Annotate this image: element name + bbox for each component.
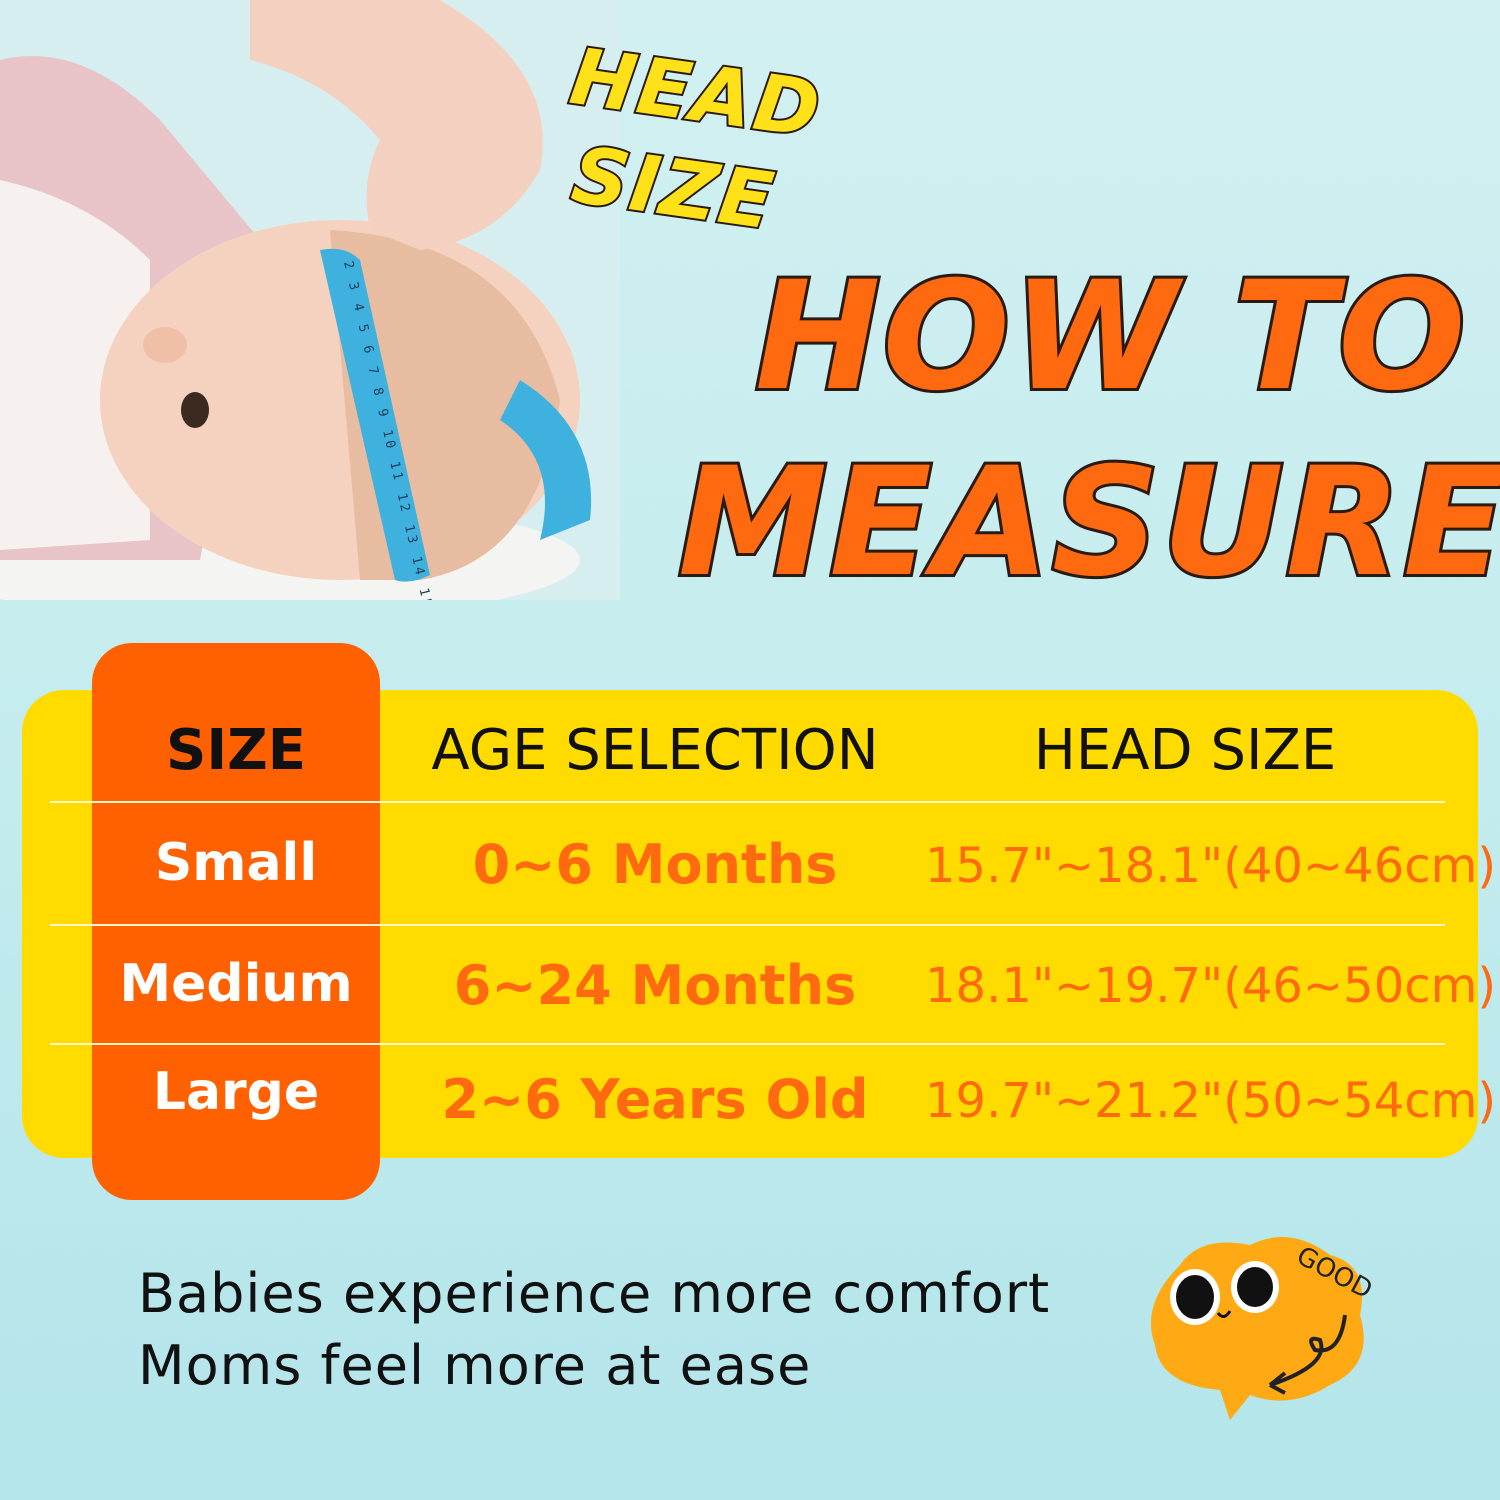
size-small: Small	[154, 833, 318, 893]
row-divider	[50, 801, 1445, 803]
size-medium: Medium	[119, 954, 353, 1014]
size-column-highlight	[92, 643, 380, 1200]
measuring-tape	[320, 248, 430, 582]
baby-eye	[181, 392, 209, 428]
age-medium: 6~24 Months	[453, 954, 857, 1017]
good-mascot-icon: GOOD	[1150, 1237, 1377, 1420]
baby-measuring-photo: 2 3 4 5 6 7 8 9 10 11 12 13 14 15	[0, 0, 620, 600]
main-title-line2: MEASURE	[675, 436, 1500, 610]
tagline-line1: Babies experience more comfort	[138, 1262, 1051, 1325]
eye-pupil	[1237, 1267, 1273, 1307]
age-large: 2~6 Years Old	[441, 1068, 869, 1131]
baby-nose	[143, 327, 187, 363]
mother-hand	[250, 0, 543, 250]
main-title-line1: HOW TO	[752, 250, 1469, 424]
measuring-tape-roll	[500, 380, 592, 540]
curly-arrow-icon	[1268, 1314, 1347, 1395]
size-large: Large	[152, 1062, 320, 1122]
eye-pupil	[1176, 1275, 1214, 1319]
head-size-medium: 18.1"~19.7"(46~50cm)	[925, 958, 1497, 1014]
header-age-selection: AGE SELECTION	[431, 718, 879, 783]
head-size-large: 19.7"~21.2"(50~54cm)	[925, 1073, 1497, 1129]
age-small: 0~6 Months	[472, 833, 838, 896]
row-divider	[50, 1043, 1445, 1045]
header-head-size: HEAD SIZE	[1033, 718, 1337, 783]
row-divider	[50, 924, 1445, 926]
baby-bib	[0, 180, 150, 550]
tagline-line2: Moms feel more at ease	[138, 1334, 812, 1397]
smile	[1216, 1310, 1232, 1318]
head-size-small: 15.7"~18.1"(40~46cm)	[925, 838, 1497, 894]
header-size: SIZE	[165, 718, 307, 783]
